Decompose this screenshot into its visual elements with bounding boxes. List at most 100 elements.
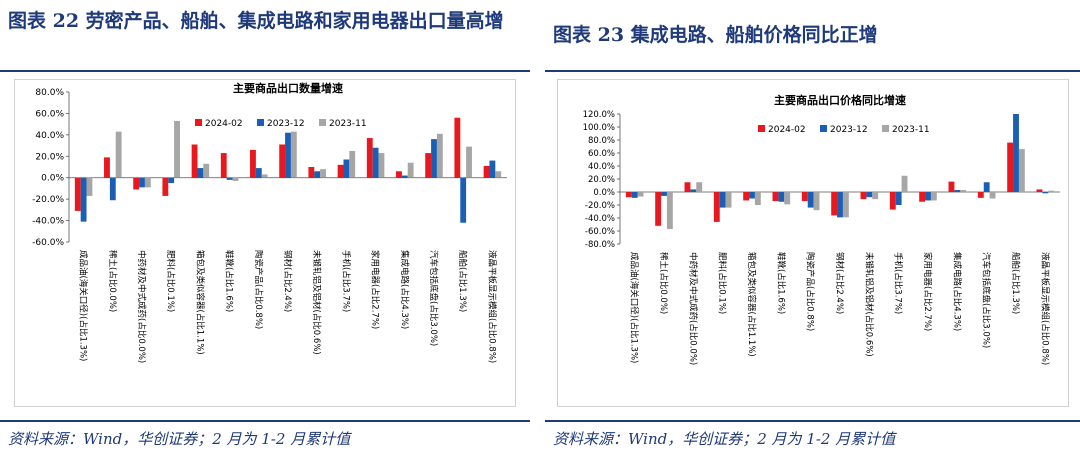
bar-2023-11-8	[320, 169, 326, 178]
x-category-label: 未锻轧铝及铝材(占比0.6%)	[863, 252, 874, 357]
legend-label: 2024-02	[205, 119, 243, 129]
bar-2023-12-5	[778, 192, 785, 202]
bar-2023-11-3	[174, 120, 180, 178]
figure-title-right: 图表 23 集成电路、船舶价格同比正增	[553, 24, 878, 46]
bar-2023-12-3	[719, 192, 726, 208]
bar-2024-02-3	[713, 192, 720, 222]
y-tick-label: -20.0%	[585, 201, 615, 211]
bar-2024-02-7	[279, 144, 286, 178]
x-category-label: 陶瓷产品(占比0.8%)	[253, 250, 264, 329]
bar-2023-12-8	[314, 171, 321, 178]
bar-2023-11-2	[144, 177, 151, 188]
x-category-label: 箱包及类似容器(占比1.1%)	[746, 252, 757, 357]
bar-2023-11-14	[1048, 190, 1055, 192]
y-tick-label: 20.0%	[35, 152, 64, 162]
bar-2023-12-13	[460, 177, 467, 223]
bar-2024-02-5	[772, 192, 779, 202]
bar-2023-12-10	[925, 192, 931, 201]
source-note-right: 资料来源：Wind，华创证券；2 月为 1-2 月累计值	[553, 430, 896, 448]
bar-2024-02-12	[425, 153, 432, 178]
bar-2023-12-10	[372, 147, 379, 178]
bar-2024-02-10	[919, 192, 926, 202]
chart-frame-left: 主要商品出口数量增速 -60.0% -40.0% -20.0% 0.0% 20.0% 40.…	[14, 79, 516, 407]
bar-2023-11-5	[232, 177, 239, 181]
bar-2023-11-7	[842, 192, 849, 218]
figure-title-left: 图表 22 劳密产品、船舶、集成电路和家用电器出口量高增	[8, 10, 504, 32]
bar-2023-11-5	[784, 192, 791, 205]
x-category-label: 未锻轧铝及铝材(占比0.6%)	[311, 250, 322, 355]
y-tick-label: -40.0%	[32, 217, 64, 227]
bar-2023-12-2	[139, 177, 145, 188]
legend-swatch	[820, 125, 827, 132]
bar-2023-12-1	[109, 177, 116, 201]
x-category-label: 成品油(海关口径)(占比1.3%)	[629, 252, 640, 363]
export-price-chart: 主要商品出口价格同比增速 -80.0% -60.0% -40.0% -20.0% 0.0%…	[583, 93, 1060, 365]
bar-2023-11-9	[349, 150, 356, 178]
bar-2023-12-12	[431, 139, 437, 178]
y-tick-label: 0.0%	[593, 188, 615, 198]
top-rule-left	[0, 70, 530, 72]
bar-2024-02-10	[366, 138, 373, 178]
top-rule-right	[545, 70, 1080, 72]
bar-2023-12-8	[866, 192, 873, 198]
bar-2023-12-13	[1013, 114, 1019, 192]
x-category-label: 家用电器(占比2.7%)	[922, 252, 933, 331]
legend-label: 2023-11	[329, 119, 367, 129]
bar-2023-12-5	[226, 177, 233, 180]
x-category-label: 中药材及中式成药(占比0.0%)	[136, 250, 147, 363]
chart-title: 主要商品出口数量增速	[233, 81, 343, 95]
legend-swatch	[758, 125, 765, 132]
bar-2023-12-4	[749, 192, 755, 199]
bar-2024-02-2	[133, 177, 140, 190]
x-category-label: 手机(占比3.7%)	[893, 252, 904, 314]
legend-swatch	[195, 119, 202, 126]
bar-2024-02-9	[337, 164, 344, 178]
bar-2023-11-0	[637, 192, 644, 197]
bar-2024-02-4	[191, 144, 198, 178]
bar-2024-02-14	[1036, 189, 1043, 192]
x-category-label: 汽车包括底盘(占比3.0%)	[981, 252, 992, 348]
bar-2024-02-0	[74, 177, 81, 211]
bar-2023-11-13	[466, 146, 472, 178]
bar-2024-02-11	[948, 181, 955, 192]
bar-2023-12-9	[895, 192, 902, 205]
legend-label: 2024-02	[768, 125, 806, 135]
bar-2023-11-1	[115, 131, 122, 178]
x-category-label: 集成电路(占比4.3%)	[951, 252, 962, 331]
bar-2024-02-11	[396, 171, 402, 178]
legend-label: 2023-12	[830, 125, 868, 135]
bar-2023-11-6	[261, 174, 268, 178]
bar-2023-12-11	[401, 175, 408, 178]
y-tick-label: -60.0%	[585, 227, 615, 237]
y-tick-label: -60.0%	[32, 238, 64, 248]
bar-2023-11-10	[930, 192, 937, 201]
chart-title: 主要商品出口价格同比增速	[774, 93, 906, 107]
bar-2024-02-1	[104, 157, 110, 178]
y-tick-label: 100.0%	[583, 123, 615, 133]
bar-2024-02-8	[860, 192, 867, 200]
y-tick-label: -80.0%	[585, 240, 615, 250]
bar-2024-02-4	[743, 192, 750, 201]
y-tick-label: -20.0%	[32, 195, 64, 205]
x-category-label: 陶瓷产品(占比0.8%)	[805, 252, 816, 331]
y-tick-label: 60.0%	[588, 149, 615, 159]
export-volume-chart: 主要商品出口数量增速 -60.0% -40.0% -20.0% 0.0% 20.0% 40.…	[32, 81, 507, 363]
bar-2023-12-3	[168, 177, 175, 184]
y-tick-label: 40.0%	[35, 131, 64, 141]
bar-2024-02-14	[483, 165, 490, 178]
y-tick-label: 120.0%	[583, 110, 615, 120]
bar-2024-02-8	[308, 167, 315, 178]
x-category-label: 手机(占比3.7%)	[340, 250, 351, 312]
bar-2024-02-13	[1007, 142, 1014, 192]
bar-2023-12-0	[80, 177, 87, 222]
legend-swatch	[882, 125, 889, 132]
bar-2024-02-6	[250, 149, 256, 178]
legend-swatch	[257, 119, 264, 126]
x-category-label: 肥料(占比0.1%)	[717, 252, 728, 314]
bar-2023-11-4	[754, 192, 761, 205]
x-category-label: 汽车包括底盘(占比3.0%)	[428, 250, 439, 346]
bar-2023-12-12	[983, 182, 990, 192]
bar-2023-12-6	[807, 192, 814, 208]
bar-2024-02-1	[655, 192, 662, 226]
x-category-label: 中药材及中式成药(占比0.0%)	[687, 252, 698, 365]
